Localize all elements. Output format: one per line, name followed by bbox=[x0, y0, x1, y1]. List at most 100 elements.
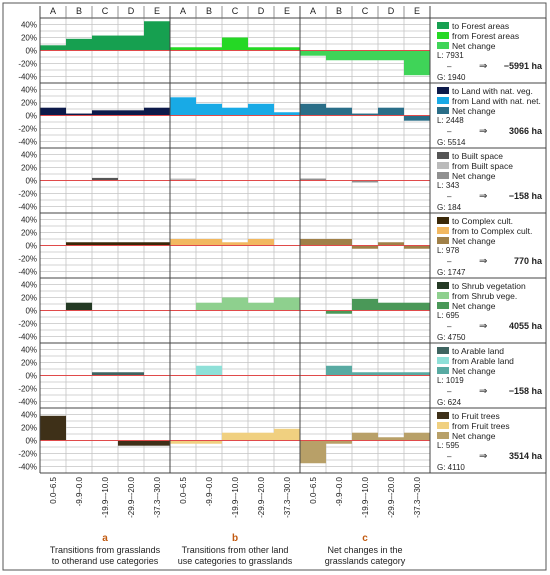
y-tick-label: 0% bbox=[25, 112, 37, 121]
arrow-glyph: ⇒ bbox=[479, 126, 487, 137]
minus-sign: – bbox=[447, 387, 452, 396]
y-tick-label: 40% bbox=[21, 411, 37, 420]
gain-total: G: 1747 bbox=[437, 268, 466, 277]
y-tick-label: -40% bbox=[18, 138, 37, 147]
x-tick-label: -29.9–-20.0 bbox=[257, 476, 266, 517]
legend-swatch bbox=[437, 97, 449, 104]
y-tick-label: -20% bbox=[18, 385, 37, 394]
bar-a-E bbox=[144, 242, 170, 246]
net-total: 3514 ha bbox=[509, 451, 543, 461]
arrow-glyph: ⇒ bbox=[479, 256, 487, 267]
bar-c-C bbox=[352, 113, 378, 116]
y-tick-label: 20% bbox=[21, 164, 37, 173]
legend-label: to Forest areas bbox=[452, 21, 509, 31]
legend-swatch bbox=[437, 282, 449, 289]
column-header-B: B bbox=[336, 6, 342, 16]
y-tick-label: 0% bbox=[25, 307, 37, 316]
bar-b-B bbox=[196, 302, 222, 311]
bar-c-D bbox=[378, 107, 404, 116]
legend-swatch bbox=[437, 347, 449, 354]
bar-c-D bbox=[378, 302, 404, 311]
bar-c-A bbox=[300, 239, 326, 246]
y-tick-label: -20% bbox=[18, 320, 37, 329]
legend-label: to Arable land bbox=[452, 346, 504, 356]
bar-c-D bbox=[378, 372, 404, 376]
gain-total: G: 5514 bbox=[437, 138, 466, 147]
column-header-E: E bbox=[154, 6, 160, 16]
bar-a-E bbox=[144, 107, 170, 116]
y-tick-label: -20% bbox=[18, 60, 37, 69]
y-tick-label: -40% bbox=[18, 398, 37, 407]
bar-a-A bbox=[40, 107, 66, 116]
bar-b-D bbox=[248, 239, 274, 246]
minus-sign: – bbox=[447, 192, 452, 201]
legend-swatch bbox=[437, 357, 449, 364]
y-tick-label: 20% bbox=[21, 229, 37, 238]
legend-label: Net change bbox=[452, 236, 496, 246]
column-header-B: B bbox=[76, 6, 82, 16]
caption-line: Transitions from other land bbox=[182, 545, 289, 555]
net-total: 770 ha bbox=[514, 256, 543, 266]
x-tick-label: -9.9–0.0 bbox=[335, 476, 344, 506]
x-tick-label: -9.9–0.0 bbox=[205, 476, 214, 506]
arrow-glyph: ⇒ bbox=[479, 61, 487, 72]
column-header-C: C bbox=[232, 6, 239, 16]
column-header-B: B bbox=[206, 6, 212, 16]
bar-a-B bbox=[66, 38, 92, 51]
y-tick-label: 40% bbox=[21, 346, 37, 355]
legend-label: from Forest areas bbox=[452, 31, 519, 41]
legend-swatch bbox=[437, 162, 449, 169]
x-tick-label: -29.9–-20.0 bbox=[127, 476, 136, 517]
bar-a-D bbox=[118, 35, 144, 51]
bar-c-C bbox=[352, 245, 378, 249]
column-header-C: C bbox=[362, 6, 369, 16]
loss-total: L: 343 bbox=[437, 181, 460, 190]
bar-c-E bbox=[404, 432, 430, 441]
bar-c-B bbox=[326, 107, 352, 116]
y-tick-label: 20% bbox=[21, 34, 37, 43]
minus-sign: – bbox=[447, 257, 452, 266]
bar-b-E bbox=[274, 428, 300, 441]
bar-a-C bbox=[92, 110, 118, 116]
legend-swatch bbox=[437, 367, 449, 374]
bar-b-C bbox=[222, 37, 248, 51]
bar-c-B bbox=[326, 365, 352, 376]
bar-a-D bbox=[118, 242, 144, 246]
legend: to Land with nat. veg.from Land with nat… bbox=[437, 86, 543, 147]
caption-line: to otherand use categories bbox=[52, 556, 159, 566]
y-tick-label: 20% bbox=[21, 424, 37, 433]
gain-total: G: 4110 bbox=[437, 463, 465, 472]
bar-a-C bbox=[92, 35, 118, 51]
y-tick-label: -20% bbox=[18, 190, 37, 199]
x-tick-label: 0.0–6.5 bbox=[179, 476, 188, 503]
minus-sign: – bbox=[447, 127, 452, 136]
bar-c-D bbox=[378, 242, 404, 246]
panel-complex-cult-: 40% 20% 0% -20% -40% to Complex cult.from to … bbox=[18, 213, 543, 278]
y-tick-label: 0% bbox=[25, 177, 37, 186]
x-tick-label: -19.9–-10.0 bbox=[231, 476, 240, 517]
bar-b-C bbox=[222, 107, 248, 116]
legend-swatch bbox=[437, 42, 449, 49]
y-tick-label: -40% bbox=[18, 463, 37, 472]
bar-c-E bbox=[404, 302, 430, 311]
loss-total: L: 978 bbox=[437, 246, 460, 255]
legend-label: to Land with nat. veg. bbox=[452, 86, 533, 96]
legend-swatch bbox=[437, 87, 449, 94]
y-tick-label: -20% bbox=[18, 125, 37, 134]
bar-c-C bbox=[352, 50, 378, 61]
bar-c-C bbox=[352, 298, 378, 311]
loss-total: L: 1019 bbox=[437, 376, 464, 385]
x-tick-label: -37.3–-30.0 bbox=[283, 476, 292, 517]
x-tick-label: -29.9–-20.0 bbox=[387, 476, 396, 517]
legend-label: from Fruit trees bbox=[452, 421, 510, 431]
net-total: −5991 ha bbox=[504, 61, 543, 71]
gain-total: G: 624 bbox=[437, 398, 462, 407]
legend-swatch bbox=[437, 217, 449, 224]
bar-b-B bbox=[196, 365, 222, 376]
legend-swatch bbox=[437, 172, 449, 179]
legend-label: from Land with nat. net. bbox=[452, 96, 541, 106]
